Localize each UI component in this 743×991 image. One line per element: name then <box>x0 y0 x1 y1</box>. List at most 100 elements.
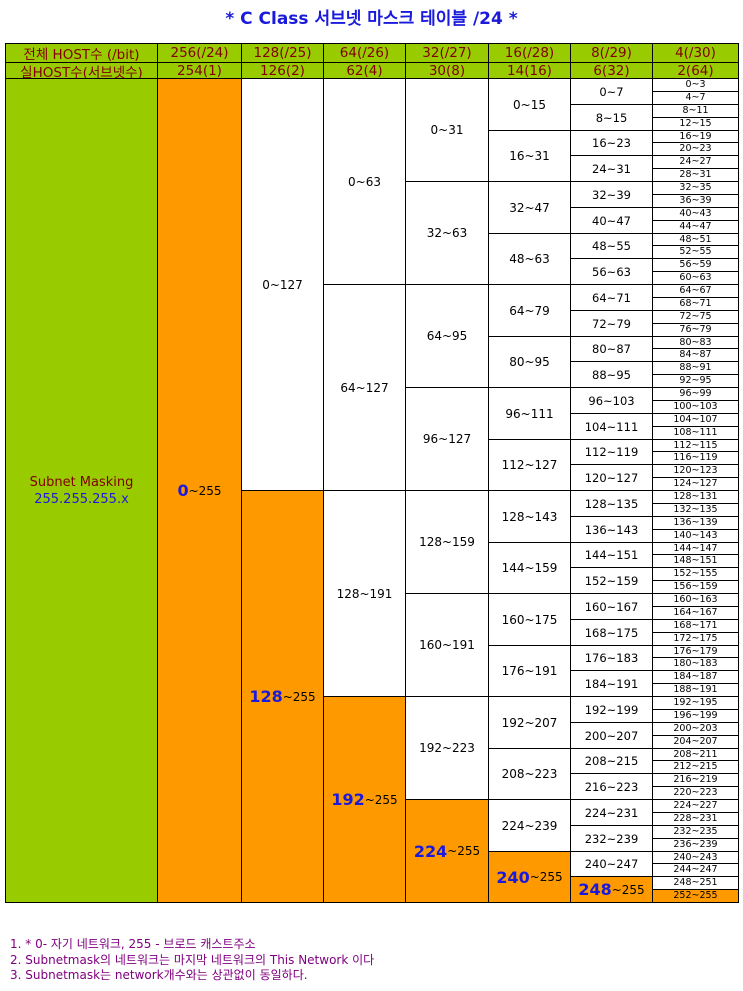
subnet-range-cell: 60~63 <box>652 271 739 285</box>
mask-label: Subnet Masking <box>29 474 134 490</box>
last-subnet-cell: 224 ~255 <box>405 799 489 903</box>
subnet-range-cell: 48~55 <box>570 233 653 259</box>
note-3: 3. Subnetmask는 network개수와는 상관없이 동일하다. <box>10 968 308 982</box>
subnet-range-cell: 128~135 <box>570 490 653 517</box>
subnet-range-cell: 0~31 <box>405 78 489 182</box>
subnet-range-cell: 128~131 <box>652 490 739 504</box>
subnet-range-cell: 192~207 <box>488 696 571 749</box>
header-cell: 8(/29) <box>570 43 653 63</box>
subnet-range-cell: 80~95 <box>488 336 571 388</box>
subnet-range-cell: 152~155 <box>652 567 739 581</box>
subnet-range-cell: 72~75 <box>652 310 739 324</box>
subnet-range-cell: 140~143 <box>652 529 739 543</box>
subnet-range-cell: 192~223 <box>405 696 489 800</box>
subnet-range-cell: 224~239 <box>488 799 571 852</box>
subnet-range-cell: 208~215 <box>570 748 653 774</box>
range-end: ~255 <box>188 483 222 498</box>
range-end: ~255 <box>611 882 645 897</box>
last-subnet-cell: 248 ~255 <box>570 876 653 903</box>
subnet-range-cell: 48~63 <box>488 233 571 285</box>
subnet-range-cell: 160~167 <box>570 593 653 620</box>
subnet-range-cell: 92~95 <box>652 374 739 388</box>
subnet-range-cell: 120~127 <box>570 464 653 491</box>
network-start: 240 <box>496 867 530 887</box>
subnet-range-cell: 160~163 <box>652 593 739 607</box>
subnet-range-cell: 56~59 <box>652 258 739 272</box>
subnet-range-cell: 64~67 <box>652 284 739 298</box>
subnet-range-cell: 116~119 <box>652 451 739 465</box>
header-cell: 전체 HOST수 (/bit) <box>5 43 158 63</box>
subnet-range-cell: 136~139 <box>652 516 739 530</box>
subnet-range-cell: 36~39 <box>652 194 739 208</box>
network-start: 0 <box>177 481 189 500</box>
subnet-range-cell: 0~127 <box>241 78 324 491</box>
subnet-range-cell: 132~135 <box>652 503 739 517</box>
subnet-range-cell: 68~71 <box>652 297 739 311</box>
header-cell: 14(16) <box>488 62 571 80</box>
subnet-range-cell: 200~203 <box>652 722 739 736</box>
subnet-range-cell: 108~111 <box>652 426 739 440</box>
header-cell: 64(/26) <box>323 43 406 63</box>
notes: 1. * 0- 자기 네트워크, 255 - 브로드 캐스트주소 2. Subn… <box>10 937 374 984</box>
subnet-range-cell: 232~235 <box>652 825 739 839</box>
subnet-range-cell: 168~171 <box>652 619 739 633</box>
subnet-range-cell: 160~191 <box>405 593 489 697</box>
subnet-range-cell: 240~247 <box>570 851 653 877</box>
subnet-range-cell: 168~175 <box>570 619 653 646</box>
subnet-range-cell: 224~231 <box>570 799 653 826</box>
subnet-range-cell: 144~159 <box>488 542 571 594</box>
range-end: ~255 <box>282 689 316 704</box>
network-start: 248 <box>578 880 612 899</box>
subnet-range-cell: 0~3 <box>652 78 739 92</box>
subnet-range-cell: 24~31 <box>570 155 653 182</box>
subnet-range-cell: 88~91 <box>652 361 739 375</box>
subnet-range-cell: 216~223 <box>570 773 653 800</box>
subnet-range-cell: 100~103 <box>652 400 739 414</box>
page-title: * C Class 서브넷 마스크 테이블 /24 * <box>225 9 518 29</box>
network-start: 224 <box>413 841 448 861</box>
subnet-range-cell: 180~183 <box>652 657 739 671</box>
header-cell: 32(/27) <box>405 43 489 63</box>
subnet-range-cell: 96~127 <box>405 387 489 491</box>
subnet-range-cell: 128~159 <box>405 490 489 594</box>
subnet-range-cell: 64~71 <box>570 284 653 311</box>
subnet-range-cell: 192~199 <box>570 696 653 723</box>
subnet-range-cell: 172~175 <box>652 632 739 646</box>
subnet-range-cell: 152~159 <box>570 567 653 594</box>
subnet-range-cell: 64~79 <box>488 284 571 337</box>
subnet-range-cell: 8~15 <box>570 104 653 131</box>
subnet-range-cell: 176~183 <box>570 645 653 671</box>
subnet-range-cell: 56~63 <box>570 258 653 285</box>
subnet-range-cell: 104~111 <box>570 413 653 440</box>
subnet-range-cell: 52~55 <box>652 245 739 259</box>
subnet-range-cell: 144~151 <box>570 542 653 568</box>
subnet-range-cell: 112~119 <box>570 439 653 465</box>
header-cell: 16(/28) <box>488 43 571 63</box>
subnet-mask-cell: Subnet Masking 255.255.255.x <box>5 78 158 903</box>
subnet-range-cell: 64~95 <box>405 284 489 388</box>
subnet-range-cell: 184~187 <box>652 670 739 684</box>
subnet-range-cell: 96~111 <box>488 387 571 440</box>
subnet-range-cell: 200~207 <box>570 722 653 749</box>
last-subnet-cell: 128 ~255 <box>241 490 324 903</box>
subnet-range-cell: 112~127 <box>488 439 571 491</box>
subnet-range-cell: 192~195 <box>652 696 739 710</box>
header-cell: 256(/24) <box>157 43 242 63</box>
subnet-range-cell: 220~223 <box>652 786 739 800</box>
subnet-range-cell: 196~199 <box>652 709 739 723</box>
last-subnet-cell: 192 ~255 <box>323 696 406 903</box>
last-subnet-cell: 252~255 <box>652 889 739 903</box>
subnet-range-cell: 96~103 <box>570 387 653 414</box>
subnet-range-cell: 20~23 <box>652 142 739 156</box>
subnet-range-cell: 40~47 <box>570 207 653 234</box>
network-start: 128 <box>249 687 283 706</box>
subnet-range-cell: 160~175 <box>488 593 571 646</box>
subnet-range-cell: 232~239 <box>570 825 653 852</box>
subnet-range-cell: 176~191 <box>488 645 571 697</box>
subnet-range-cell: 228~231 <box>652 812 739 826</box>
subnet-range-cell: 136~143 <box>570 516 653 543</box>
last-subnet-cell: 240 ~255 <box>488 851 571 903</box>
subnet-range-cell: 32~63 <box>405 181 489 285</box>
subnet-range-cell: 216~219 <box>652 773 739 787</box>
